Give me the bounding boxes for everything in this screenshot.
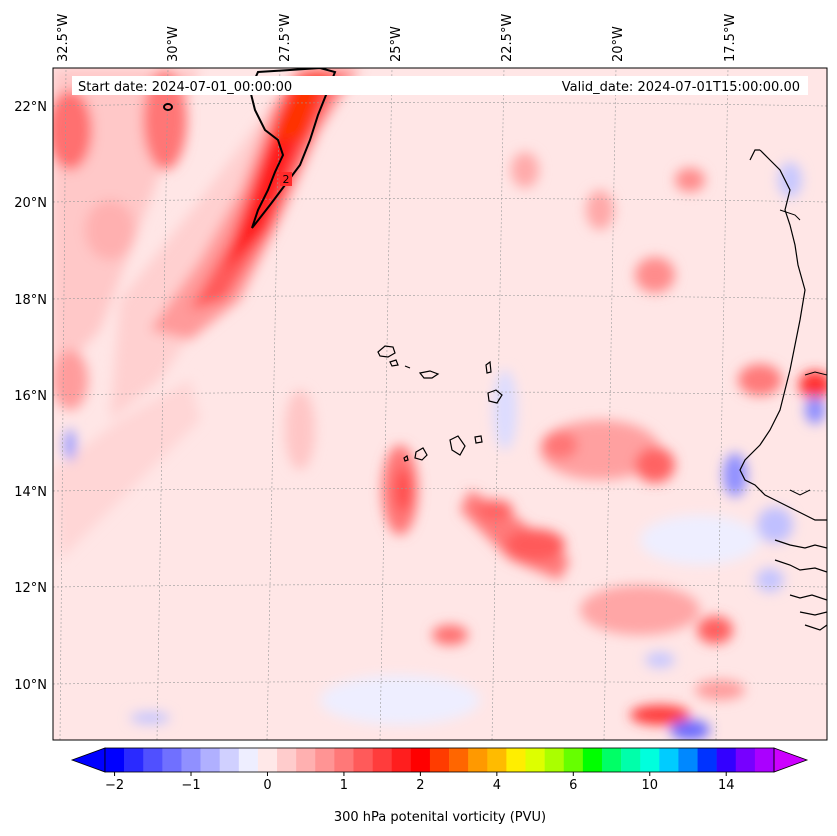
colorbar-segments xyxy=(105,748,775,772)
colorbar-segment xyxy=(487,748,507,772)
colorbar-tick-label: 1 xyxy=(340,778,348,793)
contour-label-bg xyxy=(280,172,292,186)
colorbar-segment xyxy=(219,748,240,772)
lat-label-14n: 14°N xyxy=(14,485,47,500)
latitude-axis: 22°N 20°N 18°N 16°N 14°N 12°N 10°N xyxy=(14,100,47,693)
colorbar-segment xyxy=(296,748,316,772)
valid-date: Valid_date: 2024-07-01T15:00:00.00 xyxy=(562,80,800,95)
colorbar-segment xyxy=(640,748,660,772)
colorbar-tick-label: −1 xyxy=(181,778,200,793)
colorbar-segment xyxy=(563,748,584,772)
colorbar-frame xyxy=(104,747,775,773)
colorbar-segment xyxy=(334,748,354,772)
colorbar-segment xyxy=(468,748,488,772)
colorbar-segment xyxy=(410,748,431,772)
colorbar-segment xyxy=(735,748,756,772)
colorbar-segment xyxy=(315,748,335,772)
lon-label-20w: 20°W xyxy=(611,26,626,62)
colorbar-segment xyxy=(678,748,698,772)
colorbar-segment xyxy=(238,748,259,772)
map-frame xyxy=(52,67,828,741)
longitude-axis: 32.5°W 30°W 27.5°W 25°W 22.5°W 20°W 17.5… xyxy=(56,14,738,62)
colorbar-segment xyxy=(754,748,775,772)
colorbar-tick-label: 6 xyxy=(569,778,577,793)
lon-label-30w: 30°W xyxy=(166,26,181,62)
colorbar-segment xyxy=(257,748,278,772)
contour-label: 2 xyxy=(283,173,290,186)
colorbar-segment xyxy=(372,748,393,772)
colorbar-segment xyxy=(697,748,717,772)
colorbar-tick-label: 14 xyxy=(718,778,735,793)
colorbar-segment xyxy=(200,748,220,772)
colorbar: −2 −1 0 1 2 4 6 10 14 300 hPa potenital vorticit… xyxy=(70,747,809,825)
colorbar-segment xyxy=(429,748,450,772)
colorbar-segment xyxy=(105,748,125,772)
lon-label-25w: 25°W xyxy=(389,26,404,62)
colorbar-segment xyxy=(582,748,603,772)
lon-label-27-5w: 27.5°W xyxy=(278,14,293,62)
lon-label-17-5w: 17.5°W xyxy=(723,14,738,62)
lat-label-18n: 18°N xyxy=(14,293,47,308)
graticule xyxy=(53,68,827,740)
lat-label-12n: 12°N xyxy=(14,581,47,596)
colorbar-max-extend xyxy=(773,747,809,773)
lat-label-16n: 16°N xyxy=(14,389,47,404)
cape-verde-islands xyxy=(377,345,503,462)
colorbar-tick-label: 0 xyxy=(263,778,271,793)
lat-label-20n: 20°N xyxy=(14,196,47,211)
colorbar-segment xyxy=(181,748,201,772)
lat-label-22n: 22°N xyxy=(14,100,47,115)
colorbar-segment xyxy=(621,748,641,772)
colorbar-label: 300 hPa potenital vorticity (PVU) xyxy=(334,810,546,825)
colorbar-min-extend xyxy=(70,747,106,773)
colorbar-tick-label: −2 xyxy=(105,778,124,793)
colorbar-segment xyxy=(449,748,469,772)
start-date: Start date: 2024-07-01_00:00:00 xyxy=(78,80,292,95)
lat-label-10n: 10°N xyxy=(14,678,47,693)
colorbar-segment xyxy=(525,748,545,772)
colorbar-segment xyxy=(506,748,526,772)
date-banner xyxy=(72,76,808,95)
colorbar-tick-label: 4 xyxy=(493,778,501,793)
colorbar-segment xyxy=(353,748,373,772)
lon-label-32-5w: 32.5°W xyxy=(56,14,71,62)
colorbar-tick-label: 2 xyxy=(416,778,424,793)
colorbar-ticks: −2 −1 0 1 2 4 6 10 14 xyxy=(105,772,735,793)
pv-field: 2 xyxy=(53,68,827,740)
colorbar-segment xyxy=(124,748,144,772)
pv-2-contour-small xyxy=(163,103,173,111)
colorbar-segment xyxy=(143,748,163,772)
colorbar-tick-label: 10 xyxy=(641,778,658,793)
pv-2-contour xyxy=(248,68,337,229)
africa-coastline xyxy=(739,149,827,521)
colorbar-segment xyxy=(544,748,565,772)
colorbar-segment xyxy=(277,748,297,772)
colorbar-segment xyxy=(162,748,182,772)
colorbar-segment xyxy=(716,748,737,772)
colorbar-segment xyxy=(391,748,412,772)
lon-label-22-5w: 22.5°W xyxy=(500,14,515,62)
colorbar-segment xyxy=(601,748,622,772)
colorbar-segment xyxy=(659,748,679,772)
